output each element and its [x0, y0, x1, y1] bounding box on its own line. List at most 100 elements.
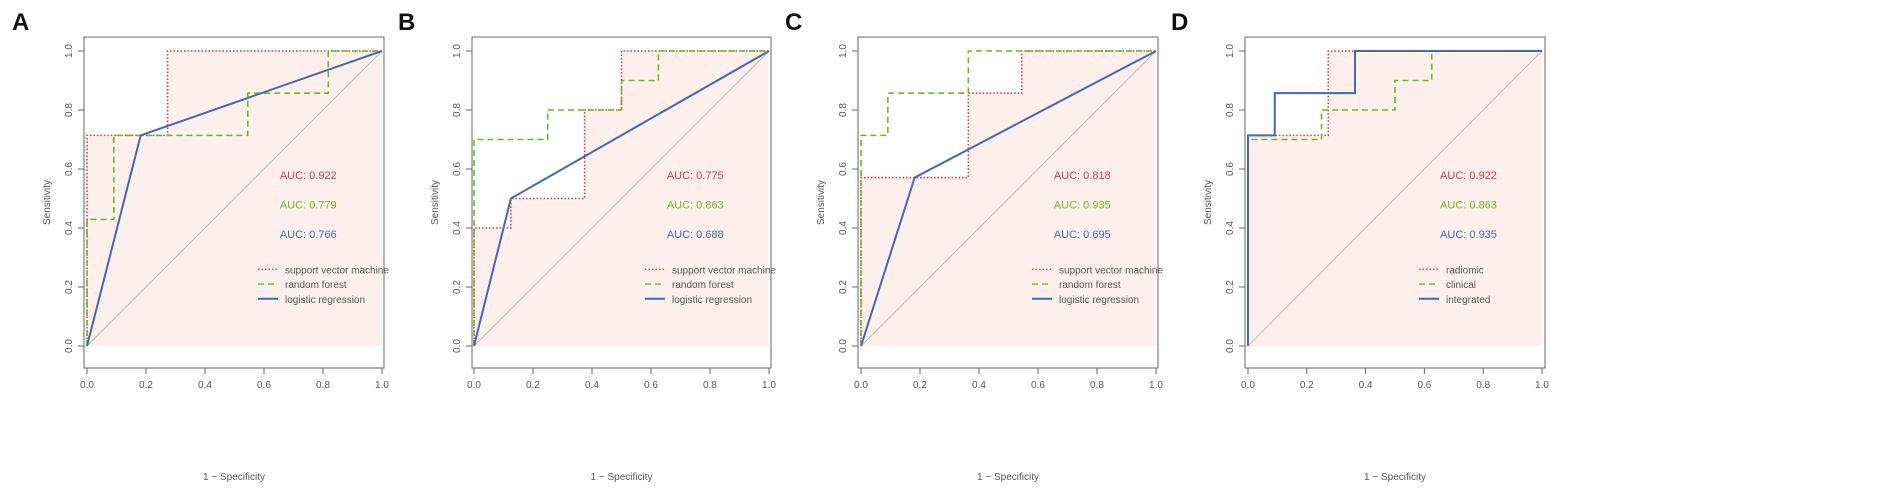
y-tick-label: 0.8 — [838, 103, 849, 117]
auc-label-red: AUC: 0.922 — [280, 170, 337, 182]
auc-label-green: AUC: 0.779 — [280, 199, 337, 211]
x-tick-label: 0.0 — [1241, 380, 1255, 391]
panel-label: C — [785, 9, 802, 36]
diagonal-reference-line — [1247, 50, 1543, 347]
x-tick-label: 1.0 — [762, 380, 776, 391]
x-axis-label: 1 − Specificity — [591, 472, 653, 483]
y-tick-label: 0.4 — [64, 221, 75, 235]
y-tick-label: 0.8 — [64, 103, 75, 117]
legend-entry-red: support vector machine — [672, 265, 776, 276]
y-tick-label: 1.0 — [838, 44, 849, 58]
plot-frame — [1244, 36, 1546, 369]
x-tick-label: 0.0 — [854, 380, 868, 391]
x-tick-label: 0.2 — [526, 380, 540, 391]
legend: support vector machine random forest logis… — [1032, 265, 1163, 306]
roc-curve-blue — [473, 50, 770, 347]
plot-frame — [471, 36, 772, 369]
y-tick-label: 0.4 — [1225, 221, 1236, 235]
x-tick-label: 0.4 — [972, 380, 986, 391]
x-tick-label: 1.0 — [1535, 380, 1549, 391]
plot-frame — [857, 36, 1159, 369]
auc-label-blue: AUC: 0.935 — [1440, 229, 1497, 241]
x-tick-label: 0.8 — [316, 380, 330, 391]
panel-label: B — [398, 9, 415, 36]
y-tick-label: 0.2 — [1225, 280, 1236, 294]
roc-panel-d: D 0.0 0.2 0.4 0.6 0.8 1.0 0.0 0.2 0.4 0.6 0.8 1.0 1 −… — [1171, 9, 1549, 483]
diagonal-reference-line — [86, 50, 383, 347]
x-axis-label: 1 − Specificity — [1364, 472, 1426, 483]
auc-label-green: AUC: 0.935 — [1054, 199, 1111, 211]
legend-entry-red: support vector machine — [285, 265, 389, 276]
roc-curve-green — [1247, 50, 1542, 346]
y-axis-label: Sensitivity — [816, 180, 827, 225]
roc-curve-red — [473, 50, 769, 346]
auc-label-blue: AUC: 0.688 — [667, 229, 724, 241]
y-axis-label: Sensitivity — [42, 180, 53, 225]
roc-curve-blue — [86, 50, 383, 347]
x-tick-label: 0.2 — [913, 380, 927, 391]
legend-entry-green: random forest — [1059, 280, 1121, 291]
roc-curve-green — [86, 50, 382, 346]
diagonal-reference-line — [473, 50, 770, 347]
y-tick-label: 1.0 — [64, 44, 75, 58]
x-axis-label: 1 − Specificity — [977, 472, 1039, 483]
x-tick-label: 0.6 — [1031, 380, 1045, 391]
x-tick-label: 0.6 — [1417, 380, 1431, 391]
legend-entry-green: clinical — [1446, 280, 1476, 291]
roc-curve-blue — [1247, 50, 1542, 346]
y-tick-label: 0.0 — [1225, 339, 1236, 353]
x-tick-label: 1.0 — [1149, 380, 1163, 391]
roc-curve-green — [860, 50, 1156, 346]
legend-entry-blue: integrated — [1446, 295, 1490, 306]
y-tick-label: 0.6 — [1225, 162, 1236, 176]
x-tick-label: 0.8 — [703, 380, 717, 391]
x-axis-label: 1 − Specificity — [203, 472, 265, 483]
y-axis-label: Sensitivity — [430, 180, 441, 225]
x-tick-label: 0.8 — [1476, 380, 1490, 391]
y-tick-label: 0.6 — [838, 162, 849, 176]
x-tick-label: 0.4 — [585, 380, 599, 391]
y-tick-label: 0.8 — [452, 103, 463, 117]
y-tick-label: 0.0 — [452, 339, 463, 353]
y-tick-label: 0.0 — [64, 339, 75, 353]
x-tick-label: 0.0 — [467, 380, 481, 391]
legend: support vector machine random forest logis… — [258, 265, 389, 306]
auc-label-green: AUC: 0.863 — [667, 199, 724, 211]
y-tick-label: 0.6 — [452, 162, 463, 176]
legend-entry-green: random forest — [285, 280, 347, 291]
x-tick-label: 0.6 — [644, 380, 658, 391]
x-tick-label: 0.4 — [198, 380, 212, 391]
panel-label: A — [12, 9, 29, 36]
roc-panel-c: C 0.0 0.2 0.4 0.6 0.8 1.0 0.0 0.2 0.4 0.6 0.8 1.0 1 −… — [785, 9, 1163, 483]
y-tick-label: 0.2 — [452, 280, 463, 294]
roc-panel-a: A 0.0 0.2 0.4 0.6 0.8 1.0 0.0 0.2 0.4 0.6 0.8 1.0 1 −… — [12, 9, 389, 483]
y-tick-label: 1.0 — [452, 44, 463, 58]
y-tick-label: 1.0 — [1225, 44, 1236, 58]
diagonal-reference-line — [860, 50, 1157, 347]
panel-label: D — [1171, 9, 1188, 36]
x-tick-label: 0.2 — [1300, 380, 1314, 391]
legend-entry-green: random forest — [672, 280, 734, 291]
y-tick-label: 0.0 — [838, 339, 849, 353]
x-tick-label: 0.2 — [139, 380, 153, 391]
y-axis-label: Sensitivity — [1203, 180, 1214, 225]
auc-label-red: AUC: 0.775 — [667, 170, 724, 182]
roc-curve-blue — [860, 50, 1157, 347]
legend-entry-red: support vector machine — [1059, 265, 1163, 276]
roc-panel-b: B 0.0 0.2 0.4 0.6 0.8 1.0 0.0 0.2 0.4 0.6 0.8 1.0 1 −… — [398, 9, 776, 483]
y-tick-label: 0.2 — [838, 280, 849, 294]
roc-curve-green — [473, 50, 769, 346]
legend-entry-red: radiomic — [1446, 265, 1484, 276]
auc-label-red: AUC: 0.818 — [1054, 170, 1111, 182]
plot-frame — [83, 36, 385, 369]
y-tick-label: 0.4 — [452, 221, 463, 235]
legend-entry-blue: logistic regression — [1059, 295, 1139, 306]
y-tick-label: 0.4 — [838, 221, 849, 235]
y-tick-label: 0.2 — [64, 280, 75, 294]
x-tick-label: 1.0 — [375, 380, 389, 391]
auc-label-red: AUC: 0.922 — [1440, 170, 1497, 182]
y-tick-label: 0.8 — [1225, 103, 1236, 117]
legend: support vector machine random forest logis… — [645, 265, 776, 306]
auc-label-blue: AUC: 0.695 — [1054, 229, 1111, 241]
